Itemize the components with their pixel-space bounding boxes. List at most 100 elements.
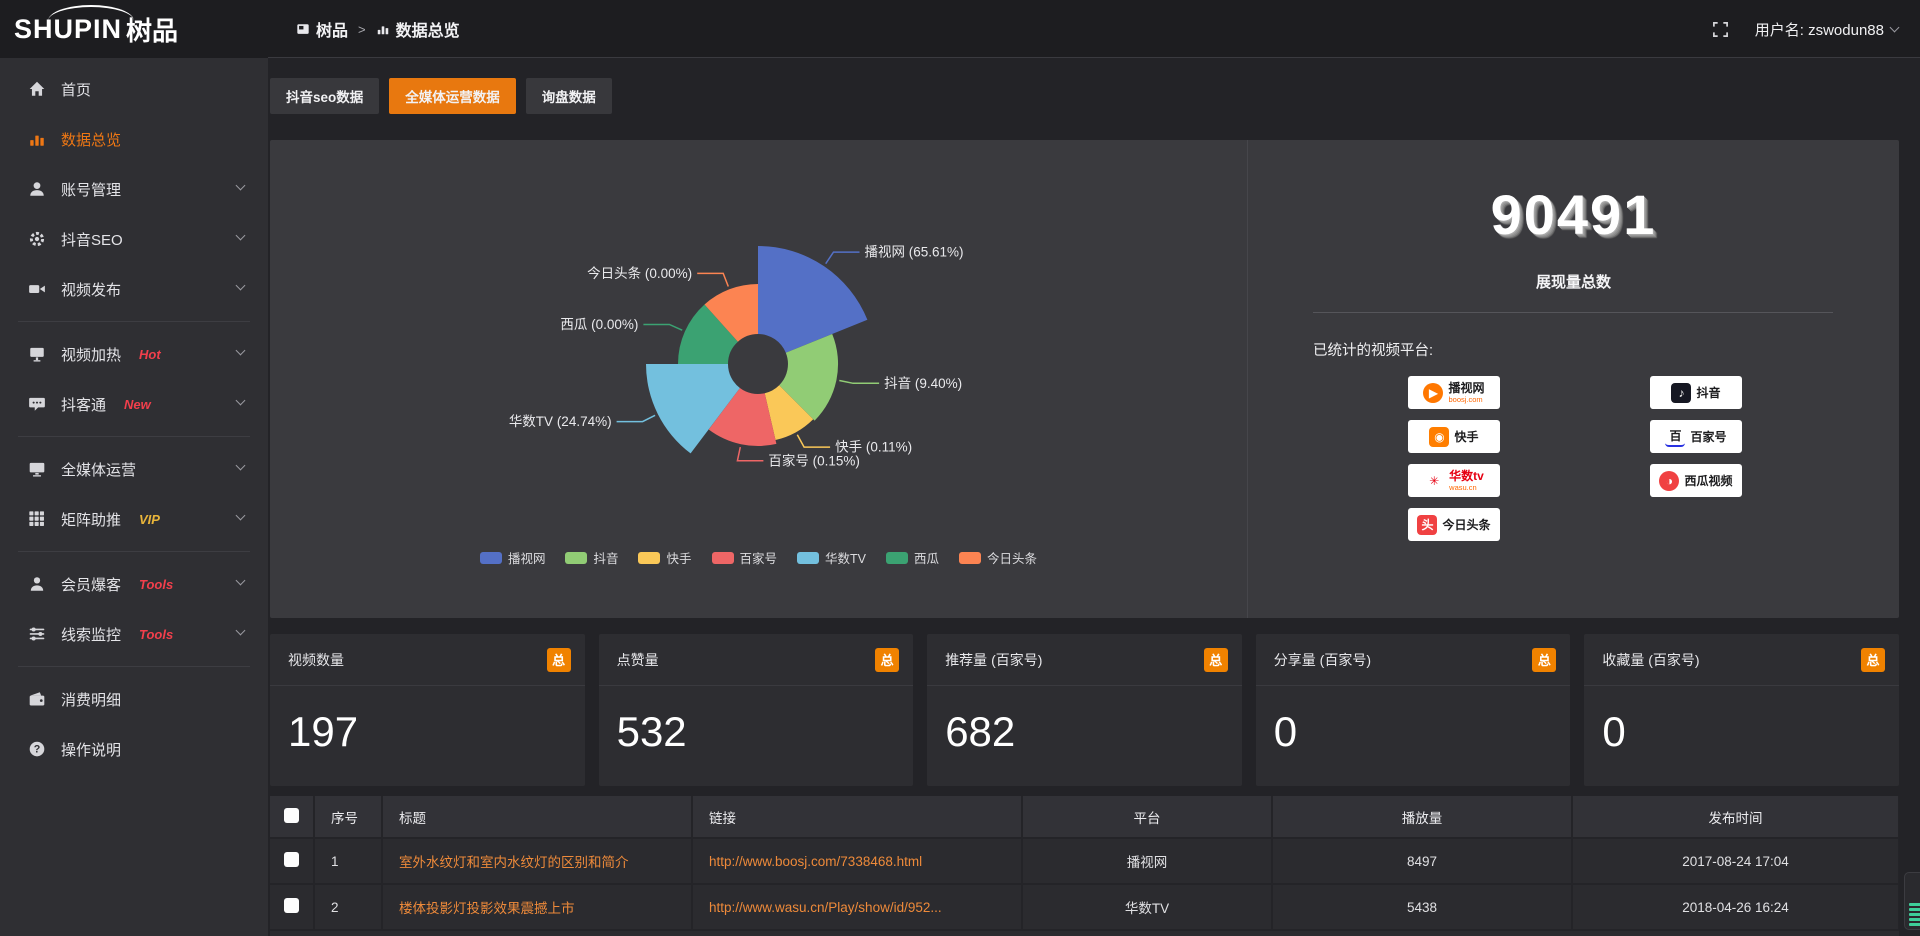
logo-arc	[48, 5, 134, 21]
platform-subtext: boosj.com	[1448, 394, 1483, 404]
sidebar-item-badge: Tools	[139, 576, 174, 592]
platform-name: 播视网	[1448, 380, 1485, 395]
breadcrumb-item-home[interactable]: 树品	[296, 17, 348, 41]
cell-link[interactable]: http://www.boosj.com/7338468.html	[692, 838, 1023, 885]
tab-all-media-data[interactable]: 全媒体运营数据	[389, 78, 516, 114]
header-cell-4: 播放量	[1272, 796, 1573, 839]
table-row: 2 楼体投影灯投影效果震撼上市 http://www.wasu.cn/Play/…	[270, 884, 1899, 931]
chevron-down-icon	[235, 395, 246, 406]
cell-title[interactable]: 楼体投影灯投影效果震撼上市	[382, 884, 693, 931]
legend-item-xigua[interactable]: 西瓜	[886, 548, 939, 567]
pie-leader-line-toutiao	[697, 272, 729, 287]
pie-leader-line-boosj	[825, 251, 860, 265]
platform-name: 快手	[1454, 429, 1479, 444]
cell-index: 2	[314, 884, 383, 931]
sidebar-item-label: 数据总览	[61, 131, 122, 149]
chevron-down-icon	[1889, 22, 1900, 32]
sidebar-item-data-overview[interactable]: 数据总览	[0, 114, 268, 164]
legend-item-kuaishou[interactable]: 快手	[638, 548, 692, 567]
sidebar-item-clue-monitor[interactable]: 线索监控 Tools	[0, 609, 268, 659]
select-all-checkbox[interactable]	[284, 807, 299, 823]
breadcrumb-separator: >	[358, 21, 366, 37]
cell-title[interactable]: 室外水纹灯和室内水纹灯的区别和简介	[382, 838, 693, 885]
chat-icon	[29, 397, 45, 411]
stat-card-header: 推荐量 (百家号) 总	[927, 634, 1242, 686]
sidebar-item-consumption-detail[interactable]: 消费明细	[0, 674, 268, 724]
video-table: 序号 标题 链接 平台 播放量 发布时间 1 室外水纹灯和室内水纹灯的区别和简介 http…	[270, 796, 1899, 931]
home-icon	[29, 81, 45, 96]
cell-link[interactable]: http://www.wasu.cn/Play/show/id/952...	[692, 884, 1023, 931]
platforms-label: 已统计的视频平台:	[1313, 343, 1434, 359]
pie-slice-boosj[interactable]	[758, 246, 868, 353]
sidebar-item-label: 抖音SEO	[61, 231, 123, 249]
sidebar-item-all-media-operation[interactable]: 全媒体运营	[0, 444, 268, 494]
legend-item-boosj[interactable]: 播视网	[479, 548, 546, 567]
sidebar-item-label: 操作说明	[61, 741, 122, 759]
logo-text-cn: 树品	[126, 15, 179, 46]
pie-leader-line-kuaishou	[796, 434, 831, 448]
sidebar-item-operation-guide[interactable]: ? 操作说明	[0, 724, 268, 774]
chevron-down-icon	[235, 280, 246, 291]
pie-slice-baijiahao[interactable]	[708, 388, 777, 446]
svg-text:?: ?	[34, 744, 41, 756]
sidebar-item-account-management[interactable]: 账号管理	[0, 164, 268, 214]
platform-badge-xigua: ◑ 西瓜视频	[1650, 464, 1742, 497]
help-icon: ?	[29, 741, 45, 757]
stat-card-header: 分享量 (百家号) 总	[1255, 634, 1571, 686]
sidebar-item-member-baoke[interactable]: 会员爆客 Tools	[0, 559, 268, 609]
screen-icon	[30, 347, 44, 362]
tab-douyin-seo-data[interactable]: 抖音seo数据	[270, 78, 380, 114]
legend-item-toutiao[interactable]: 今日头条	[959, 548, 1037, 567]
platform-subtext: wasu.cn	[1449, 482, 1477, 492]
table-row: 1 室外水纹灯和室内水纹灯的区别和简介 http://www.boosj.com…	[270, 838, 1899, 885]
fullscreen-icon[interactable]	[1712, 21, 1729, 38]
row-checkbox[interactable]	[284, 852, 299, 867]
pie-leader-line-baijiahao	[736, 446, 764, 462]
legend-swatch	[479, 551, 502, 564]
username-label: 用户名: zswodun88	[1754, 21, 1884, 39]
row-checkbox[interactable]	[284, 898, 299, 913]
pie-slice-wasu[interactable]	[646, 364, 740, 454]
platform-logo-kuaishou: ◉	[1429, 426, 1450, 447]
legend-swatch	[638, 551, 661, 564]
cell-time: 2018-04-26 16:24	[1572, 884, 1899, 931]
pie-slice-xigua[interactable]	[678, 304, 738, 365]
user-menu[interactable]: 用户名: zswodun88	[1754, 19, 1900, 40]
stat-card-label: 收藏量 (百家号)	[1602, 651, 1700, 668]
floating-scroll-widget[interactable]	[1904, 872, 1920, 930]
legend-item-wasu[interactable]: 华数TV	[797, 548, 866, 567]
sidebar-item-matrix-boost[interactable]: 矩阵助推 VIP	[0, 494, 268, 544]
sidebar-item-badge: VIP	[139, 511, 160, 527]
pie-slice-douyin[interactable]	[779, 334, 839, 421]
stat-card-recommend-count: 推荐量 (百家号) 总 682	[927, 634, 1242, 786]
sidebar-item-douyin-seo[interactable]: 抖音SEO	[0, 214, 268, 264]
platform-logo-boosj: ▶	[1423, 382, 1444, 403]
breadcrumb-item-current[interactable]: 数据总览	[376, 17, 460, 41]
content-area: 抖音seo数据 全媒体运营数据 询盘数据 播视网 (65.61%) 抖音 (9.40%…	[268, 58, 1920, 936]
pie-slice-kuaishou[interactable]	[764, 385, 814, 440]
person-icon	[30, 577, 44, 591]
sidebar-item-home[interactable]: 首页	[0, 64, 268, 114]
pie-label-douyin: 抖音 (9.40%)	[884, 375, 962, 391]
sidebar-item-video-publish[interactable]: 视频发布	[0, 264, 268, 314]
sidebar-item-label: 线索监控	[61, 626, 122, 644]
sidebar-item-badge: New	[124, 396, 151, 412]
stat-card-header: 收藏量 (百家号) 总	[1584, 634, 1899, 686]
sidebar-item-video-heating[interactable]: 视频加热 Hot	[0, 329, 268, 379]
chart-legend: 播视网 抖音 快手 百家号 华数TV 西瓜 今日头条	[270, 548, 1247, 567]
breadcrumb-label: 数据总览	[395, 23, 460, 40]
legend-swatch	[565, 551, 588, 564]
platform-badge-baijiahao: 百 百家号	[1650, 420, 1742, 453]
monitor-icon	[29, 462, 45, 477]
legend-item-douyin[interactable]: 抖音	[565, 548, 618, 567]
header-cell-2: 链接	[692, 796, 1023, 839]
sidebar-item-label: 首页	[61, 81, 92, 99]
sidebar-item-douketong[interactable]: 抖客通 New	[0, 379, 268, 429]
legend-item-baijiahao[interactable]: 百家号	[711, 548, 777, 567]
platform-badge-douyin: ♪ 抖音	[1650, 376, 1742, 409]
pie-slice-toutiao[interactable]	[704, 284, 759, 342]
tab-inquiry-data[interactable]: 询盘数据	[525, 78, 612, 114]
platform-logo-wasu: ✳	[1424, 470, 1445, 491]
legend-label: 播视网	[507, 552, 546, 566]
breadcrumb: 树品 > 数据总览	[296, 0, 460, 58]
